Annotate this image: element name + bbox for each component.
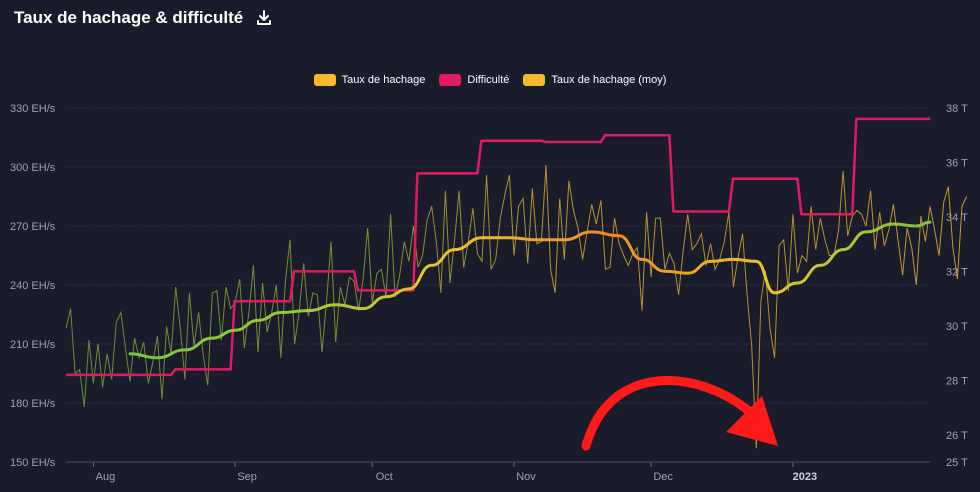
chart-header: Taux de hachage & difficulté <box>14 8 273 28</box>
y-right-tick-label: 36 T <box>946 157 968 169</box>
x-tick-label: Oct <box>376 471 393 483</box>
series-line-hashrate-avg <box>128 220 932 360</box>
legend-label-hashrate: Taux de hachage <box>341 74 426 86</box>
legend-swatch-hashrate <box>313 74 336 86</box>
annotation-arrow-shaft <box>581 376 755 451</box>
x-tick-label: Sep <box>237 471 257 483</box>
legend-swatch-hashrate-avg <box>523 74 546 86</box>
legend-item-hashrate[interactable]: Taux de hachage <box>313 74 426 86</box>
y-right-tick-label: 38 T <box>946 103 968 115</box>
y-left-tick-label: 240 EH/s <box>10 280 56 292</box>
y-right-tick-label: 32 T <box>946 266 968 278</box>
y-left-tick-label: 150 EH/s <box>10 457 56 469</box>
y-right-tick-label: 26 T <box>946 430 968 442</box>
legend-item-hashrate-avg[interactable]: Taux de hachage (moy) <box>523 74 666 86</box>
legend-label-difficulty: Difficulté <box>467 74 510 86</box>
legend-label-hashrate-avg: Taux de hachage (moy) <box>551 74 667 86</box>
y-left-tick-label: 330 EH/s <box>10 103 56 115</box>
y-left-tick-label: 180 EH/s <box>10 398 56 410</box>
series-line-difficulty <box>66 117 930 377</box>
annotation-arrow-head <box>726 396 778 446</box>
x-tick-label: Nov <box>516 471 536 483</box>
legend-swatch-difficulty <box>439 74 462 86</box>
x-tick-label: 2023 <box>793 471 817 483</box>
chart-legend: Taux de hachage Difficulté Taux de hacha… <box>0 74 980 86</box>
y-left-tick-label: 210 EH/s <box>10 339 56 351</box>
y-right-tick-label: 28 T <box>946 375 968 387</box>
legend-item-difficulty[interactable]: Difficulté <box>439 74 509 86</box>
y-right-tick-label: 34 T <box>946 212 968 224</box>
y-right-tick-label: 30 T <box>946 321 968 333</box>
x-tick-label: Dec <box>653 471 673 483</box>
y-right-tick-label: 25 T <box>946 457 968 469</box>
y-left-tick-label: 270 EH/s <box>10 221 56 233</box>
x-tick-label: Aug <box>96 471 116 483</box>
series-line-hashrate <box>65 164 968 449</box>
y-left-tick-label: 300 EH/s <box>10 162 56 174</box>
chart-title: Taux de hachage & difficulté <box>14 8 244 27</box>
download-icon[interactable] <box>255 9 273 27</box>
